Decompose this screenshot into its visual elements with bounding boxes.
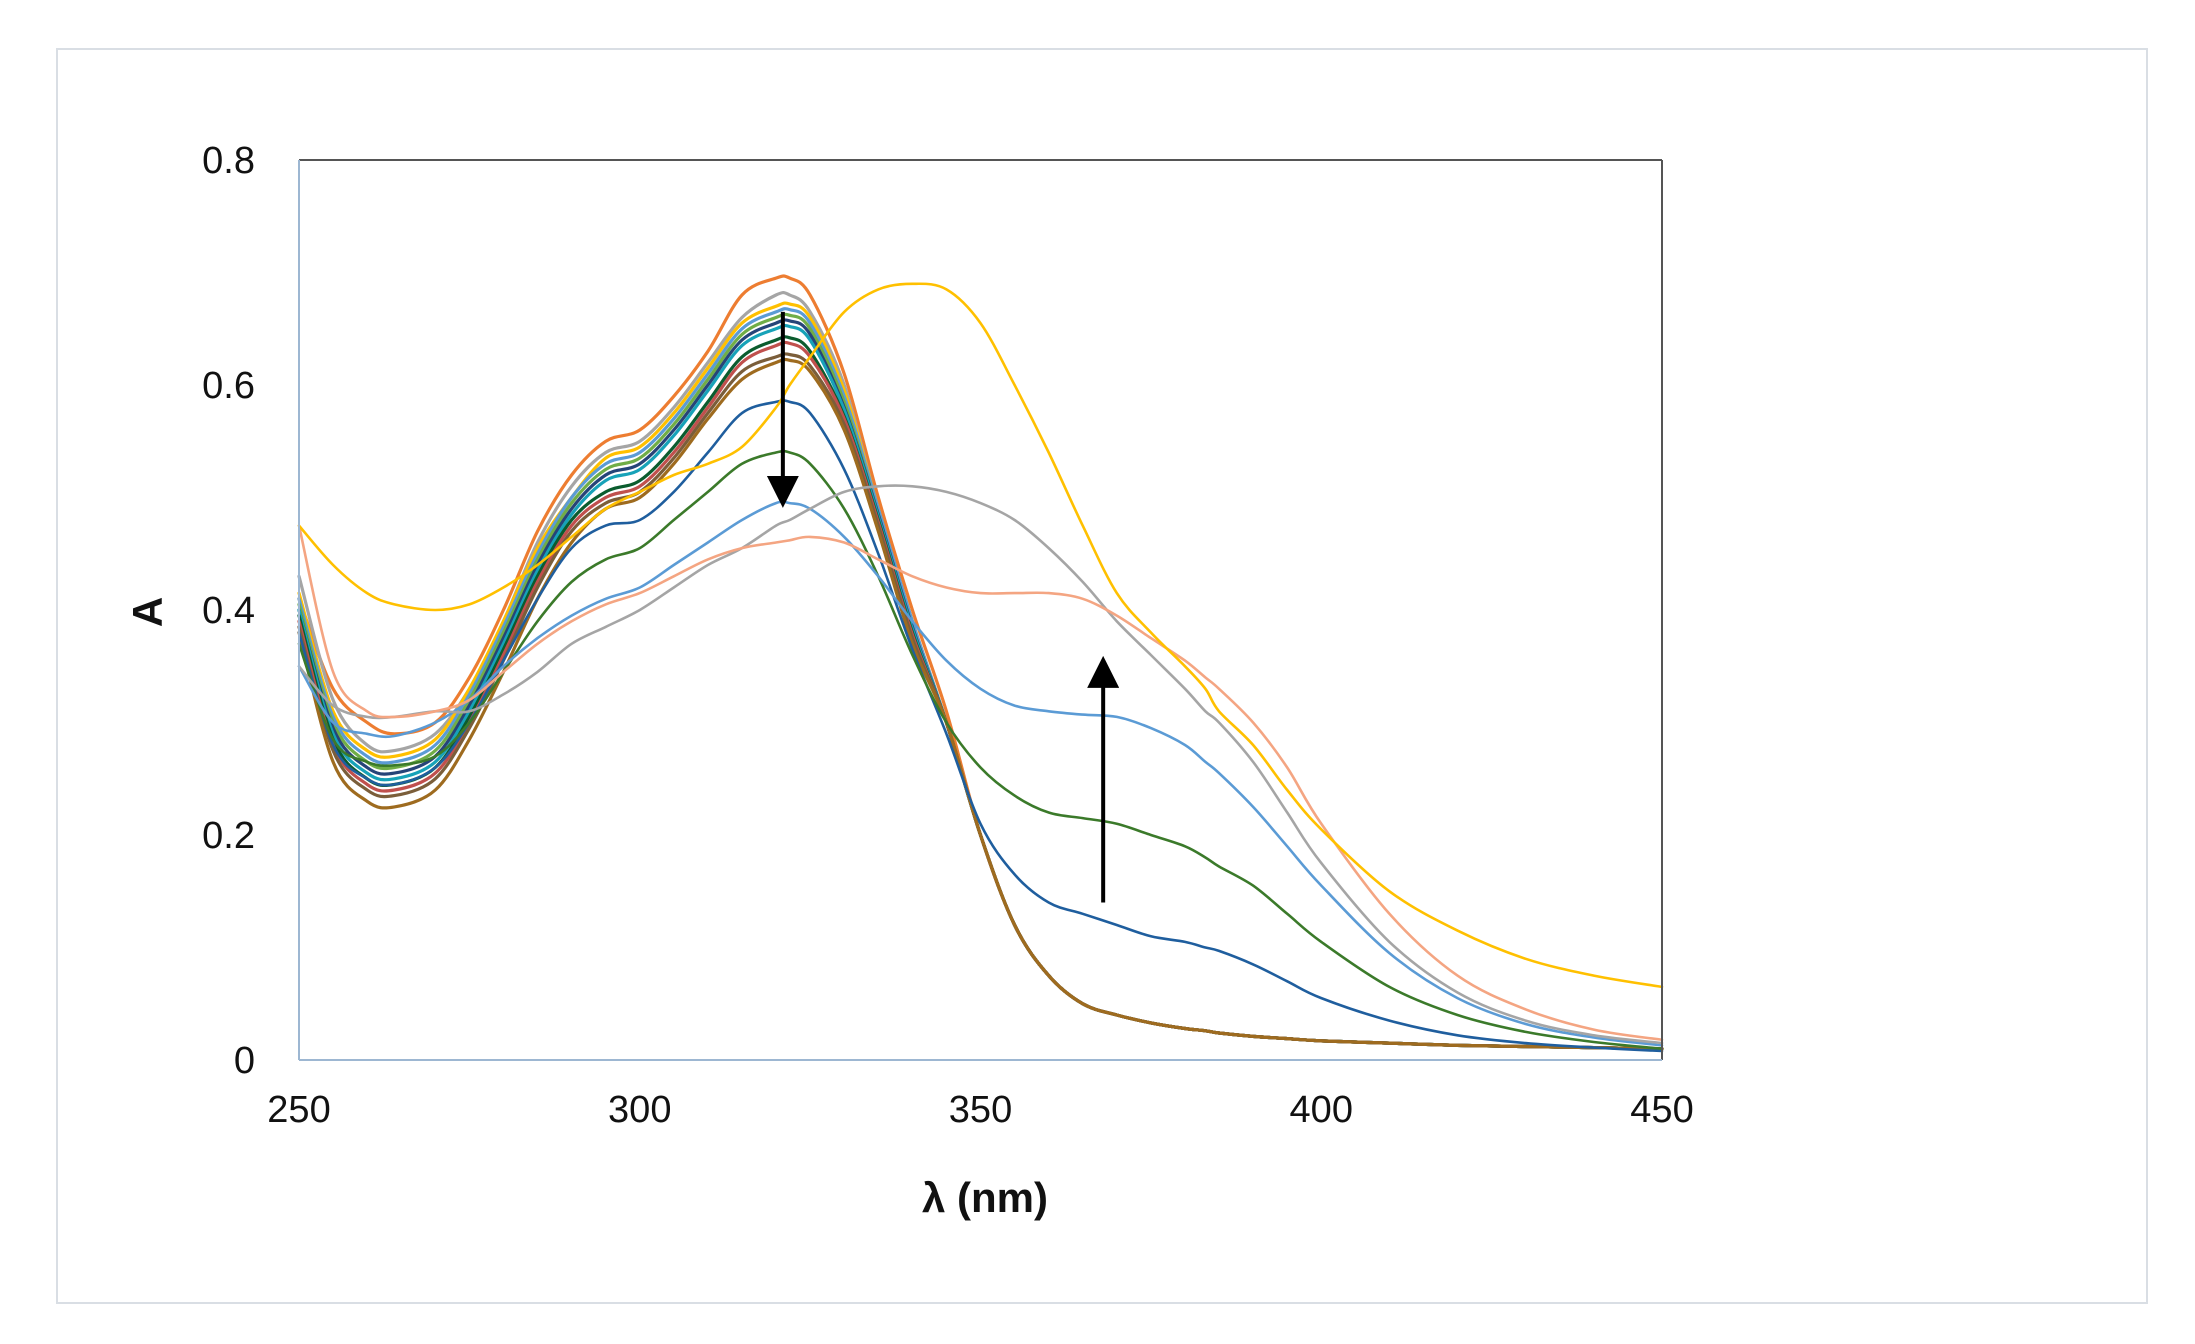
- series-line-s17: [297, 282, 1664, 989]
- y-axis-title: A: [124, 597, 171, 627]
- y-tick-label: 0.2: [202, 815, 255, 857]
- x-tick-label: 250: [267, 1089, 330, 1131]
- y-tick-label: 0: [234, 1040, 255, 1082]
- series-line-s16: [297, 524, 1664, 1042]
- annotation-layer: [766, 311, 1120, 903]
- series-line-s12: [297, 399, 1664, 1053]
- y-tick-label: 0.8: [202, 140, 255, 182]
- x-tick-label: 300: [608, 1089, 671, 1131]
- series-line-s15: [297, 484, 1664, 1045]
- y-tick-label: 0.4: [202, 590, 255, 632]
- x-tick-label: 450: [1630, 1089, 1693, 1131]
- series-line-s14: [297, 500, 1664, 1047]
- y-tick-label: 0.6: [202, 365, 255, 407]
- series-layer: [297, 274, 1664, 1053]
- x-tick-label: 350: [949, 1089, 1012, 1131]
- axis-layer: 250 300 350 400 450 0 0.2 0.4 0.6 0.8: [202, 140, 1694, 1131]
- x-tick-label: 400: [1290, 1089, 1353, 1131]
- x-axis-title: λ (nm): [922, 1174, 1048, 1221]
